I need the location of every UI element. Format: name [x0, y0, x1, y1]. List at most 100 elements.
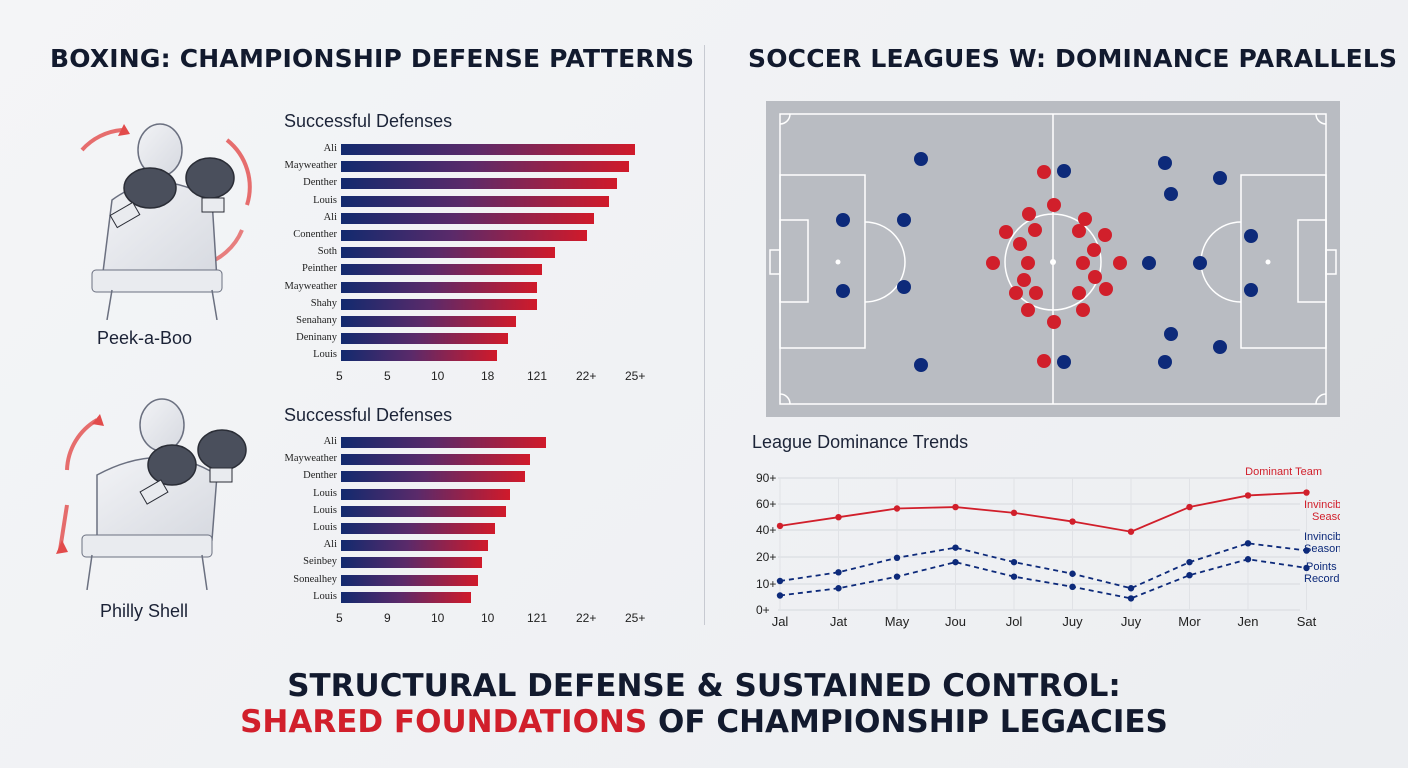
- x-tick-label: Jol: [1006, 614, 1023, 629]
- bar: [341, 247, 555, 259]
- series-point: [952, 558, 959, 566]
- player-dot: [1158, 156, 1172, 170]
- player-dot: [1017, 273, 1031, 287]
- series-point: [1010, 509, 1018, 517]
- series-point: [1010, 558, 1018, 566]
- series-point: [1127, 595, 1135, 602]
- bar-label: Seinbey: [303, 556, 337, 568]
- x-tick-label: Sat: [1297, 614, 1317, 629]
- player-dot: [1088, 270, 1102, 284]
- left-section-title: BOXING: CHAMPIONSHIP DEFENSE PATTERNS: [50, 44, 695, 73]
- player-dot: [1037, 354, 1051, 368]
- series-point: [835, 514, 842, 521]
- series-line: [779, 491, 1307, 533]
- bar: [341, 264, 542, 276]
- series-point: [952, 544, 959, 551]
- bar: [341, 350, 497, 362]
- bar: [341, 212, 594, 224]
- player-dot: [914, 152, 928, 166]
- x-tick-label: May: [885, 614, 910, 629]
- series-point: [776, 577, 784, 585]
- bar-label: Mayweather: [284, 280, 337, 292]
- bar-label: Ali: [323, 436, 337, 447]
- series-legend-label: Record: [1304, 573, 1339, 585]
- footer-headline-line2: SHARED FOUNDATIONS OF CHAMPIONSHIP LEGAC…: [0, 704, 1408, 740]
- player-dot: [1164, 327, 1178, 341]
- bar-label: Peinther: [302, 263, 337, 275]
- player-dot: [1029, 286, 1043, 300]
- bar-label: Sonealhey: [293, 573, 337, 585]
- bar: [341, 316, 516, 327]
- x-tick-label: 10: [481, 611, 495, 625]
- x-tick-label: Juy: [1062, 614, 1083, 629]
- player-dot: [1213, 171, 1227, 185]
- player-dot: [897, 213, 911, 227]
- player-dot: [1047, 198, 1061, 212]
- series-point: [776, 592, 784, 599]
- bar: [341, 161, 629, 173]
- series-point: [1244, 540, 1252, 547]
- right-section-title: SOCCER LEAGUES W: DOMINANCE PARALLELS: [748, 44, 1398, 73]
- series-line: [779, 542, 1307, 590]
- bar: [341, 488, 510, 500]
- player-dot: [1057, 355, 1071, 369]
- bar: [341, 144, 635, 155]
- y-tick-label: 60+: [756, 497, 776, 511]
- series-point: [1244, 492, 1252, 499]
- series-point: [893, 554, 901, 561]
- series-point: [1069, 583, 1076, 590]
- x-tick-label: 10: [431, 611, 445, 625]
- player-dot: [1098, 228, 1112, 242]
- player-dot: [1099, 282, 1113, 296]
- series-point: [893, 573, 901, 580]
- bar-label: Ali: [323, 143, 337, 154]
- x-tick-label: Jou: [945, 614, 966, 629]
- series-point: [1303, 547, 1310, 554]
- series-line: [779, 558, 1307, 600]
- x-tick-label: 121: [527, 369, 548, 383]
- x-tick-label: 22+: [576, 369, 597, 383]
- style-label-philly-shell: Philly Shell: [100, 601, 189, 621]
- x-tick-label: Jen: [1238, 614, 1259, 629]
- player-dot: [1142, 256, 1156, 270]
- chart-title: Successful Defenses: [284, 405, 453, 425]
- player-dot: [836, 284, 850, 298]
- x-tick-label: 121: [527, 611, 548, 625]
- footer-rest: OF CHAMPIONSHIP LEGACIES: [647, 704, 1168, 740]
- league-dominance-trends-chart: 0+ 10+ 20+ 40+ 60+ 90+ Jal Jat May Jou Jol Juy Juy Mo…: [756, 466, 1340, 629]
- section-divider: [704, 45, 705, 625]
- x-tick-label: Juy: [1121, 614, 1142, 629]
- player-dot: [999, 225, 1013, 239]
- player-dot: [1072, 224, 1086, 238]
- series-point: [1069, 518, 1076, 525]
- x-tick-label: 9: [384, 611, 391, 625]
- bar: [341, 557, 482, 569]
- series-point: [1186, 558, 1193, 566]
- series-point: [1127, 585, 1135, 592]
- bar: [341, 195, 609, 207]
- player-dot: [897, 280, 911, 294]
- philly-shell-boxer-icon: [56, 398, 247, 590]
- player-dot: [1158, 355, 1172, 369]
- player-dot: [1244, 283, 1258, 297]
- x-tick-label: Mor: [1178, 614, 1201, 629]
- series-point: [835, 569, 842, 576]
- x-tick-label: 18: [481, 369, 495, 383]
- x-tick-label: 25+: [625, 611, 646, 625]
- player-dot: [836, 213, 850, 227]
- y-tick-label: 90+: [756, 471, 776, 485]
- series-legend-label: Season: [1304, 543, 1340, 555]
- soccer-pitch-formation: [766, 101, 1340, 417]
- series-legend-label: Invincibles: [1304, 499, 1340, 511]
- series-legend-label: Invincibles: [1304, 531, 1340, 543]
- x-tick-label: Jal: [772, 614, 789, 629]
- x-tick-label: 5: [384, 369, 391, 383]
- bar-label: Denther: [303, 470, 337, 482]
- bar: [341, 454, 530, 466]
- player-dot: [1057, 164, 1071, 178]
- bar: [341, 523, 495, 534]
- x-tick-label: Jat: [830, 614, 848, 629]
- bar-label: Shahy: [310, 297, 337, 309]
- bar-label: Senahany: [296, 315, 337, 326]
- player-dot: [1213, 340, 1227, 354]
